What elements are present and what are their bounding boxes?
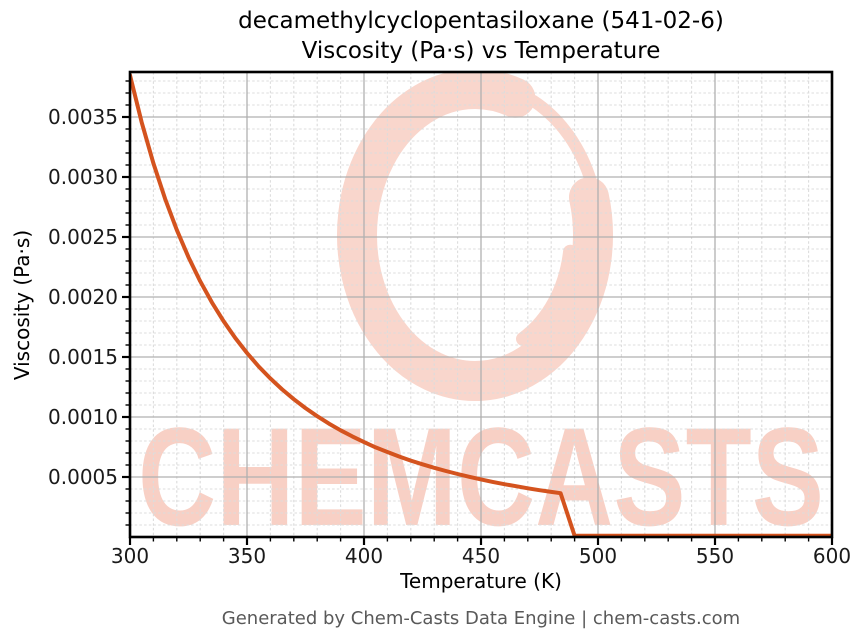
y-tick-label: 0.0020 xyxy=(48,285,118,309)
x-tick-label: 600 xyxy=(813,544,851,568)
watermark-ring-inner-icon xyxy=(516,244,578,346)
viscosity-curve xyxy=(130,73,832,537)
y-tick-label: 0.0025 xyxy=(48,225,118,249)
x-tick-label: 550 xyxy=(696,544,734,568)
footer-credit: Generated by Chem-Casts Data Engine | ch… xyxy=(221,608,741,629)
y-tick-label: 0.0005 xyxy=(48,465,118,489)
chart-title: decamethylcyclopentasiloxane (541-02-6) … xyxy=(130,6,832,66)
x-tick-label: 500 xyxy=(579,544,617,568)
chart-title-line1: decamethylcyclopentasiloxane (541-02-6) xyxy=(238,8,724,34)
x-tick-label: 400 xyxy=(345,544,383,568)
y-tick-label: 0.0035 xyxy=(48,105,118,129)
x-axis-label: Temperature (K) xyxy=(400,569,562,593)
x-tick-label: 300 xyxy=(111,544,149,568)
y-tick-label: 0.0015 xyxy=(48,345,118,369)
tick-labels: 300 350 400 450 500 550 600 0.0005 0.0010 0.0015 0… xyxy=(48,105,851,568)
x-tick-label: 350 xyxy=(228,544,266,568)
y-axis-label: Viscosity (Pa·s) xyxy=(10,229,34,381)
y-tick-label: 0.0010 xyxy=(48,405,118,429)
watermark-ring-icon xyxy=(337,72,613,401)
y-tick-label: 0.0030 xyxy=(48,165,118,189)
axis-ticks xyxy=(122,80,834,545)
x-tick-label: 450 xyxy=(462,544,500,568)
watermark-ring-swoosh-icon xyxy=(527,94,598,190)
chart-title-line2: Viscosity (Pa·s) vs Temperature xyxy=(301,38,661,64)
